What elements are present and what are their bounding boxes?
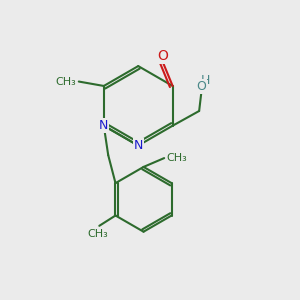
Text: O: O <box>157 49 168 63</box>
Text: CH₃: CH₃ <box>167 153 187 163</box>
Text: N: N <box>134 139 143 152</box>
Text: O: O <box>196 80 206 93</box>
Text: CH₃: CH₃ <box>56 76 76 86</box>
Text: N: N <box>99 119 109 132</box>
Text: H: H <box>201 74 210 87</box>
Text: CH₃: CH₃ <box>88 229 108 239</box>
